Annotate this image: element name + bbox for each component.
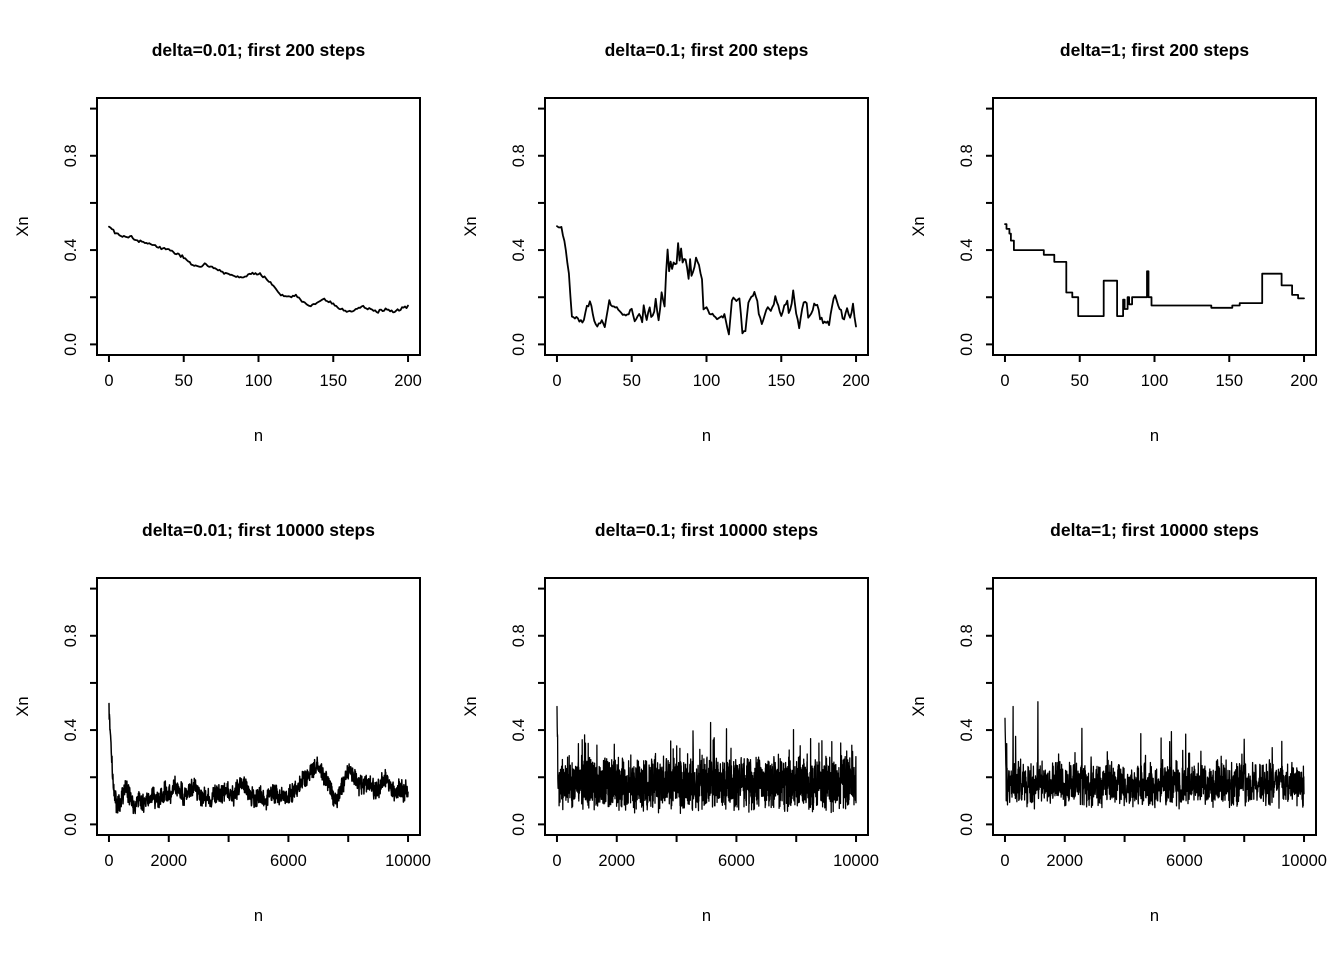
x-axis-label: n <box>254 427 263 445</box>
trace-plot: 0.0 0.4 0.8 0 2000 6000 10000 n Xn <box>14 577 431 925</box>
y-tick-label: 0.8 <box>62 144 80 167</box>
trace-plot: 0.0 0.4 0.8 0 50 100 150 200 n Xn <box>14 97 422 445</box>
y-axis-label: Xn <box>462 696 480 716</box>
plot-box <box>96 97 421 356</box>
panel-delta-1-10000: 0.0 0.4 0.8 0 2000 6000 10000 n Xn delta=1; firs… <box>896 480 1344 960</box>
y-tick-label: 0.4 <box>510 239 528 262</box>
panel-title: delta=1; first 200 steps <box>1059 40 1250 60</box>
y-axis-label: Xn <box>462 216 480 236</box>
x-tick-label: 6000 <box>718 852 755 870</box>
x-tick-label: 200 <box>1290 372 1318 390</box>
y-tick-label: 0.0 <box>510 333 528 356</box>
y-tick-label: 0.4 <box>62 719 80 742</box>
trace-line <box>556 705 857 815</box>
x-tick-label: 10000 <box>1281 852 1327 870</box>
y-tick-label: 0.8 <box>510 144 528 167</box>
trace-plot: 0.0 0.4 0.8 0 2000 6000 10000 n Xn <box>462 577 879 925</box>
x-tick-label: 150 <box>320 372 348 390</box>
y-tick-label: 0.0 <box>62 813 80 836</box>
panel-delta-1-200: 0.0 0.4 0.8 0 50 100 150 200 n Xn delta=1; first … <box>896 0 1344 480</box>
plot-box <box>992 97 1317 356</box>
y-tick-label: 0.0 <box>958 813 976 836</box>
x-tick-label: 10000 <box>833 852 879 870</box>
x-tick-label: 6000 <box>270 852 307 870</box>
trace-plot: 0.0 0.4 0.8 0 50 100 150 200 n Xn <box>462 97 870 445</box>
y-tick-label: 0.4 <box>958 239 976 262</box>
y-tick-label: 0.8 <box>62 624 80 647</box>
panel-delta-0.1-200: 0.0 0.4 0.8 0 50 100 150 200 n Xn delta=0.1; firs… <box>448 0 896 480</box>
x-tick-label: 2000 <box>150 852 187 870</box>
x-tick-label: 6000 <box>1166 852 1203 870</box>
x-tick-label: 2000 <box>598 852 635 870</box>
x-tick-label: 200 <box>842 372 870 390</box>
x-tick-label: 0 <box>104 852 113 870</box>
x-tick-label: 0 <box>104 372 113 390</box>
x-axis-label: n <box>254 907 263 925</box>
x-tick-label: 200 <box>394 372 422 390</box>
panel-delta-0.01-200: 0.0 0.4 0.8 0 50 100 150 200 n Xn delta=0.01; fir… <box>0 0 448 480</box>
x-tick-label: 50 <box>1071 372 1089 390</box>
x-tick-label: 0 <box>552 852 561 870</box>
x-tick-label: 100 <box>245 372 273 390</box>
x-axis-label: n <box>702 907 711 925</box>
x-axis-label: n <box>702 427 711 445</box>
x-tick-label: 0 <box>552 372 561 390</box>
plot-box <box>992 577 1317 836</box>
y-tick-label: 0.4 <box>958 719 976 742</box>
plot-box <box>96 577 421 836</box>
y-tick-label: 0.8 <box>510 624 528 647</box>
x-tick-label: 0 <box>1000 372 1009 390</box>
trace-line <box>1004 223 1305 317</box>
x-tick-label: 100 <box>1141 372 1169 390</box>
y-axis-label: Xn <box>910 696 928 716</box>
panel-title: delta=0.1; first 10000 steps <box>594 520 819 540</box>
x-tick-label: 150 <box>1216 372 1244 390</box>
x-tick-label: 150 <box>768 372 796 390</box>
panel-delta-0.01-10000: 0.0 0.4 0.8 0 2000 6000 10000 n Xn delta=0.01; f… <box>0 480 448 960</box>
panel-delta-0.1-10000: 0.0 0.4 0.8 0 2000 6000 10000 n Xn delta=0.1; fi… <box>448 480 896 960</box>
plot-box <box>544 577 869 836</box>
panel-title: delta=0.1; first 200 steps <box>604 40 809 60</box>
trace-line <box>108 225 409 314</box>
y-tick-label: 0.0 <box>62 333 80 356</box>
x-tick-label: 2000 <box>1046 852 1083 870</box>
y-tick-label: 0.8 <box>958 144 976 167</box>
y-tick-label: 0.4 <box>510 719 528 742</box>
x-tick-label: 50 <box>623 372 641 390</box>
y-tick-label: 0.8 <box>958 624 976 647</box>
panel-title: delta=0.01; first 200 steps <box>151 40 366 60</box>
trace-line <box>556 225 857 336</box>
x-tick-label: 10000 <box>385 852 431 870</box>
x-tick-label: 100 <box>693 372 721 390</box>
y-axis-label: Xn <box>14 696 32 716</box>
trace-line <box>108 702 409 815</box>
x-tick-label: 50 <box>175 372 193 390</box>
y-axis-label: Xn <box>910 216 928 236</box>
trace-plot: 0.0 0.4 0.8 0 2000 6000 10000 n Xn <box>910 577 1327 925</box>
x-tick-label: 0 <box>1000 852 1009 870</box>
y-tick-label: 0.0 <box>958 333 976 356</box>
y-tick-label: 0.0 <box>510 813 528 836</box>
trace-line <box>1004 701 1305 810</box>
panel-title: delta=0.01; first 10000 steps <box>142 520 375 540</box>
y-axis-label: Xn <box>14 216 32 236</box>
y-tick-label: 0.4 <box>62 239 80 262</box>
trace-plot: 0.0 0.4 0.8 0 50 100 150 200 n Xn <box>910 97 1318 445</box>
panel-title: delta=1; first 10000 steps <box>1050 520 1259 540</box>
x-axis-label: n <box>1150 907 1159 925</box>
x-axis-label: n <box>1150 427 1159 445</box>
